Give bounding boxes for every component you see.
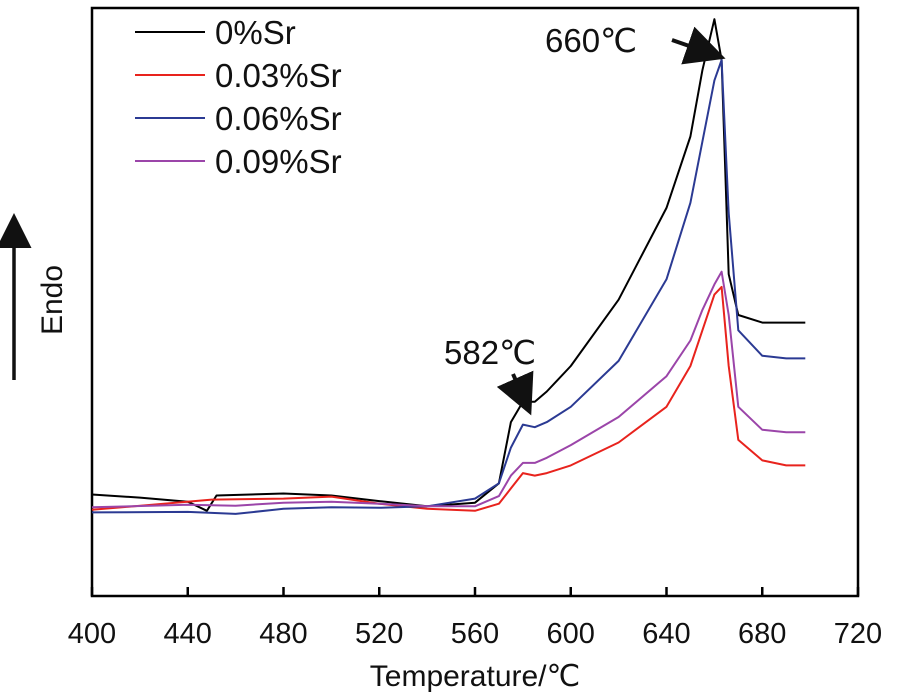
- annotation-peak-582-label: 582℃: [444, 334, 536, 371]
- series-line-1: [91, 285, 806, 512]
- legend: 0%Sr 0.03%Sr 0.06%Sr 0.09%Sr: [135, 14, 342, 180]
- x-tick-label: 400: [68, 618, 116, 650]
- x-tick-label: 600: [547, 618, 595, 650]
- x-tick-label: 440: [164, 618, 212, 650]
- series-line-2: [91, 59, 806, 515]
- x-axis-title: Temperature/℃: [370, 660, 580, 693]
- series-line-0: [91, 18, 806, 512]
- legend-label-0: 0%Sr: [215, 14, 296, 51]
- annotation-peak-582-arrow: [496, 370, 534, 416]
- x-axis-tick-labels: 400 440 480 520 560 600 640 680 720: [68, 618, 882, 650]
- x-tick-label: 480: [259, 618, 307, 650]
- x-tick-label: 560: [451, 618, 499, 650]
- legend-label-1: 0.03%Sr: [215, 57, 342, 94]
- series-line-3: [91, 270, 806, 509]
- x-tick-label: 720: [834, 618, 882, 650]
- legend-label-2: 0.06%Sr: [215, 100, 342, 137]
- y-axis-title: Endo: [36, 265, 69, 335]
- plot-frame: [90, 6, 860, 598]
- x-axis-ticks: [90, 587, 860, 596]
- x-tick-label: 520: [355, 618, 403, 650]
- series-group: [91, 18, 806, 515]
- x-tick-label: 640: [642, 618, 690, 650]
- annotation-peak-660-label: 660℃: [545, 22, 637, 59]
- annotation-peak-660-arrow: [671, 26, 726, 65]
- x-tick-label: 680: [738, 618, 786, 650]
- legend-label-3: 0.09%Sr: [215, 143, 342, 180]
